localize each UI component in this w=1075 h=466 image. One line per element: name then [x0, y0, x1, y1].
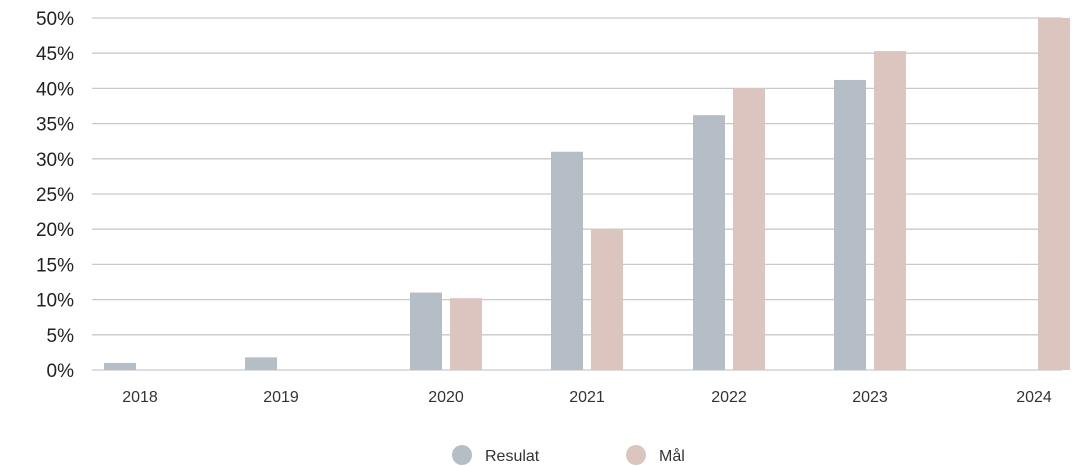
legend-label-resulat: Resulat — [485, 448, 540, 465]
y-tick-label: 15% — [36, 255, 74, 276]
y-tick-label: 20% — [36, 220, 74, 241]
bars — [104, 18, 1070, 371]
x-tick-label: 2022 — [711, 389, 747, 406]
bar-mal-2024 — [1038, 18, 1070, 370]
y-tick-label: 40% — [36, 79, 74, 100]
y-axis-ticks: 0% 5% 10% 15% 20% 25% 30% 35% 40% 45% 50% — [36, 9, 74, 382]
bar-resulat-2023 — [834, 79, 866, 371]
y-tick-label: 0% — [47, 361, 75, 382]
y-tick-label: 35% — [36, 115, 74, 136]
x-tick-label: 2020 — [428, 389, 464, 406]
bar-mal-2022 — [733, 88, 765, 371]
y-tick-label: 10% — [36, 291, 74, 312]
x-tick-label: 2024 — [1016, 389, 1052, 406]
bar-resulat-2018 — [104, 362, 136, 370]
x-tick-label: 2019 — [263, 389, 299, 406]
bar-mal-2021 — [591, 229, 623, 370]
bar-resulat-2020 — [410, 292, 442, 370]
y-tick-label: 30% — [36, 150, 74, 171]
legend-swatch-resulat — [452, 445, 472, 465]
x-axis-ticks: 2018 2019 2020 2021 2022 2023 2024 — [122, 389, 1052, 406]
bar-mal-2020 — [450, 298, 482, 370]
x-tick-label: 2021 — [569, 389, 605, 406]
bar-mal-2023 — [874, 51, 906, 370]
x-tick-label: 2018 — [122, 389, 158, 406]
bar-resulat-2022 — [693, 115, 725, 370]
bar-resulat-2021 — [551, 151, 583, 370]
y-tick-label: 25% — [36, 185, 74, 206]
legend-label-mal: Mål — [659, 447, 685, 465]
legend: Resulat Mål — [452, 445, 685, 465]
x-tick-label: 2023 — [852, 389, 888, 406]
y-tick-label: 45% — [36, 44, 74, 65]
y-tick-label: 5% — [47, 326, 75, 347]
bar-resulat-2019 — [245, 357, 277, 370]
legend-swatch-mal — [626, 445, 646, 465]
y-tick-label: 50% — [36, 9, 74, 30]
